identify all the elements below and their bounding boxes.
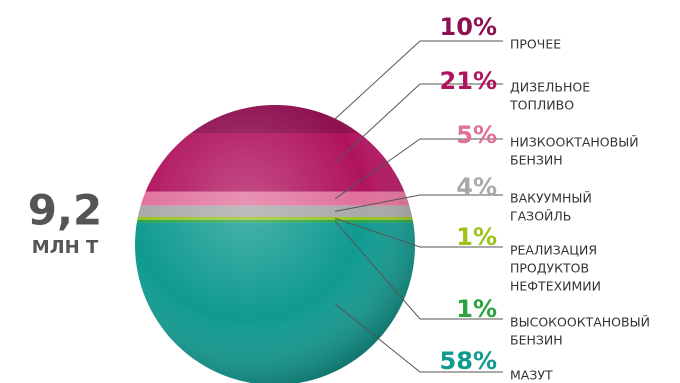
category-label: БЕНЗИН	[510, 153, 563, 168]
leader-line	[334, 83, 503, 163]
sphere-shading	[135, 105, 415, 383]
leader-line	[334, 138, 503, 200]
leader-line	[334, 303, 503, 373]
category-label: ВЫСОКООКТАНОВЫЙ	[510, 315, 650, 330]
category-label: ПРОЧЕЕ	[510, 37, 561, 52]
category-label: МАЗУТ	[510, 368, 553, 383]
category-label: ДИЗЕЛЬНОЕ	[510, 80, 590, 95]
leader-line	[334, 194, 503, 212]
category-label: НИЗКООКТАНОВЫЙ	[510, 135, 639, 150]
value-label: 4%	[456, 173, 497, 201]
value-label: 58%	[440, 347, 497, 375]
category-label: ПРОДУКТОВ	[510, 261, 589, 276]
leader-line	[334, 40, 503, 120]
total-unit: МЛН Т	[32, 237, 99, 258]
value-label: 1%	[456, 223, 497, 251]
value-label: 1%	[456, 295, 497, 323]
category-label: ТОПЛИВО	[509, 98, 574, 113]
value-label: 21%	[440, 67, 497, 95]
value-label: 10%	[440, 13, 497, 41]
category-label: НЕФТЕХИМИИ	[510, 279, 601, 294]
category-label: РЕАЛИЗАЦИЯ	[510, 243, 597, 258]
value-label: 5%	[456, 121, 497, 149]
total-value: 9,2	[28, 186, 102, 235]
category-label: ГАЗОЙЛЬ	[510, 209, 571, 224]
leader-line	[334, 217, 503, 248]
category-label: ВАКУУМНЫЙ	[510, 191, 592, 206]
leader-line	[334, 220, 503, 320]
category-label: БЕНЗИН	[510, 333, 563, 348]
